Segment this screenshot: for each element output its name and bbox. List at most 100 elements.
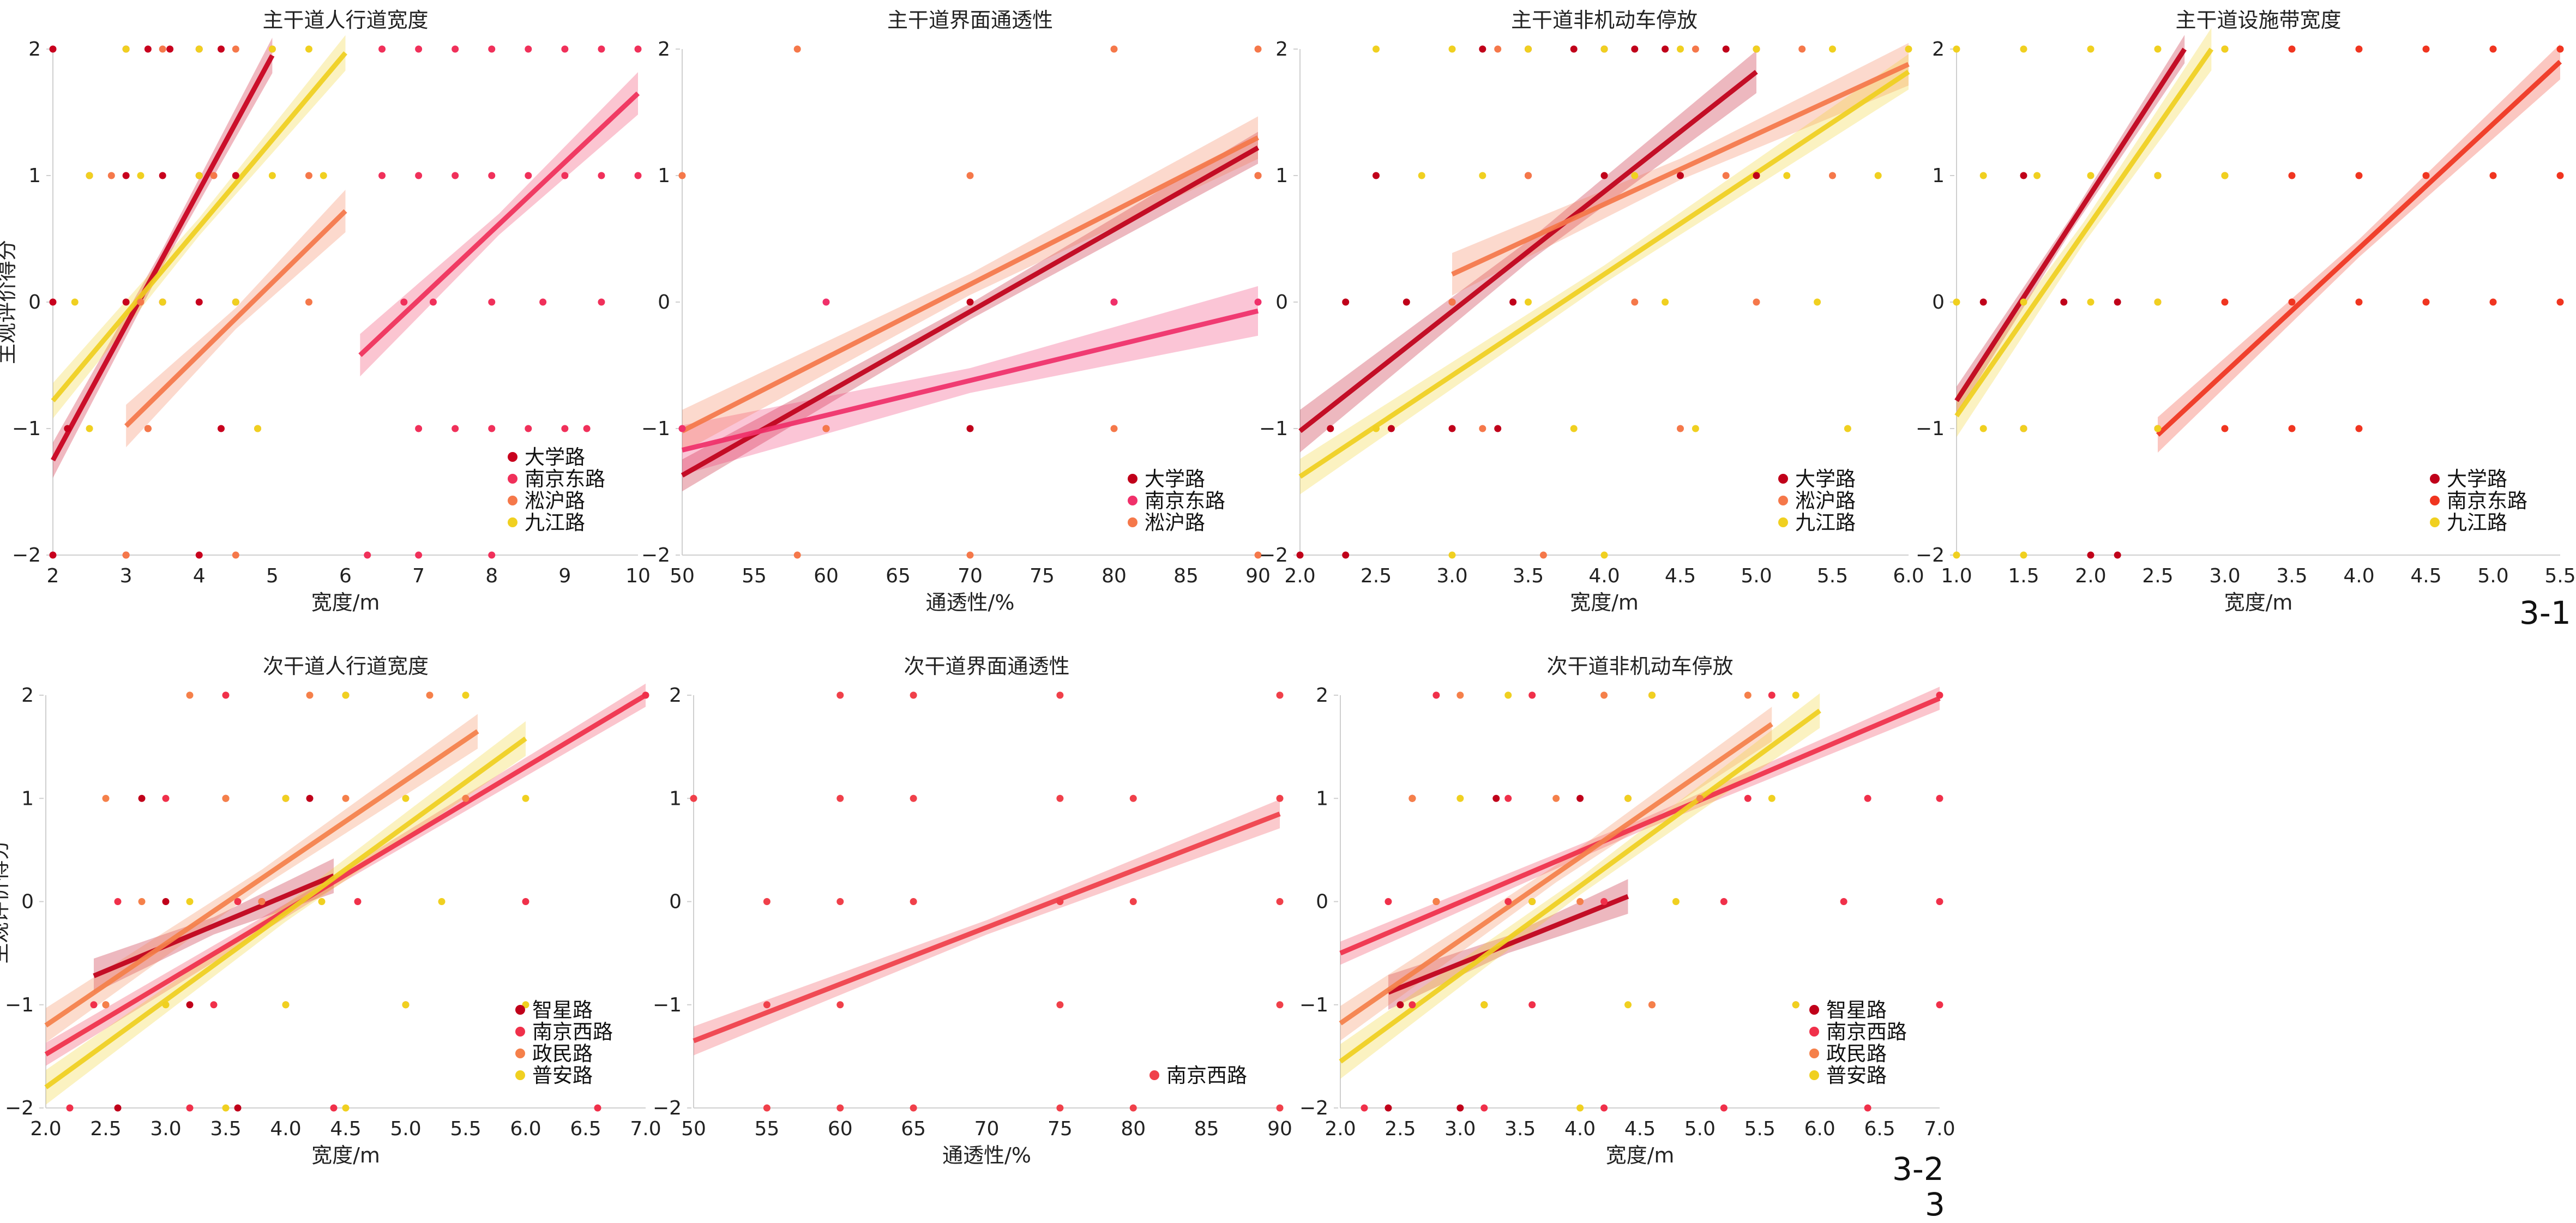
data-point xyxy=(1342,298,1350,306)
legend-label: 淞沪路 xyxy=(1795,489,1856,513)
data-point xyxy=(234,1104,242,1112)
data-point xyxy=(1110,298,1118,306)
data-point xyxy=(1403,298,1410,306)
data-point xyxy=(525,172,532,179)
x-tick-label: 85 xyxy=(1194,1118,1219,1140)
data-point xyxy=(2087,172,2094,179)
legend-marker xyxy=(1149,1070,1159,1080)
data-point xyxy=(66,1104,74,1112)
data-point xyxy=(49,551,57,559)
figure-label-3-1: 3-1 xyxy=(2519,594,2571,631)
data-point xyxy=(1576,1104,1584,1112)
data-point xyxy=(2114,551,2121,559)
data-point xyxy=(114,898,122,905)
y-tick-label: 2 xyxy=(28,38,41,61)
data-point xyxy=(107,172,115,179)
x-tick-label: 1.0 xyxy=(1941,565,1972,587)
legend-label: 淞沪路 xyxy=(525,489,585,513)
legend-label: 九江路 xyxy=(525,511,585,534)
data-point xyxy=(598,298,605,306)
data-point xyxy=(1744,691,1752,699)
data-point xyxy=(2020,298,2027,306)
x-tick-label: 4.0 xyxy=(1588,565,1620,587)
y-tick-label: −2 xyxy=(1259,544,1288,567)
x-tick-label: 60 xyxy=(828,1118,853,1140)
data-point xyxy=(2489,172,2497,179)
data-point xyxy=(1056,794,1064,802)
data-point xyxy=(232,551,239,559)
x-axis-label: 宽度/m xyxy=(1570,591,1639,614)
x-tick-label: 3.0 xyxy=(150,1118,181,1140)
x-tick-label: 3.5 xyxy=(210,1118,241,1140)
data-point xyxy=(598,45,605,53)
x-tick-label: 4.5 xyxy=(1624,1118,1656,1140)
legend-label: 大学路 xyxy=(1145,467,1205,491)
legend-marker xyxy=(515,1005,525,1015)
legend-marker xyxy=(1128,496,1137,505)
data-point xyxy=(305,298,312,306)
data-point xyxy=(210,172,218,179)
data-point xyxy=(415,45,423,53)
y-tick-label: 2 xyxy=(669,684,682,707)
data-point xyxy=(162,898,170,905)
y-tick-label: −1 xyxy=(641,418,670,440)
data-point xyxy=(217,425,225,432)
data-point xyxy=(1600,898,1608,905)
data-point xyxy=(1692,425,1699,432)
fit-line xyxy=(44,693,647,1057)
data-point xyxy=(144,425,152,432)
data-point xyxy=(583,425,591,432)
data-point xyxy=(836,898,844,905)
data-point xyxy=(1722,172,1730,179)
data-point xyxy=(462,691,470,699)
data-point xyxy=(2422,298,2430,306)
data-point xyxy=(2020,551,2027,559)
data-point xyxy=(222,794,230,802)
data-point xyxy=(114,1104,122,1112)
data-point xyxy=(1936,794,1943,802)
data-point xyxy=(910,794,917,802)
data-point xyxy=(1342,551,1350,559)
legend-label: 南京西路 xyxy=(532,1020,613,1044)
data-point xyxy=(1409,1001,1416,1009)
fit-line xyxy=(1954,47,2187,402)
chart-panel-7: 次干道非机动车停放 2.0 2.5 3.0 3.5 4.0 4.5 5.0 5.5 6.0 6.5 7… xyxy=(1299,654,1955,1167)
x-tick-label: 7.0 xyxy=(1924,1118,1955,1140)
x-tick-label: 5 xyxy=(266,565,279,587)
y-tick-label: 1 xyxy=(21,787,34,810)
data-point xyxy=(378,172,386,179)
y-tick-label: −1 xyxy=(1259,418,1288,440)
data-point xyxy=(217,45,225,53)
data-point xyxy=(966,172,974,179)
fit-line xyxy=(1339,708,1821,1064)
x-tick-label: 5.0 xyxy=(390,1118,421,1140)
data-point xyxy=(222,1104,230,1112)
x-tick-label: 3.0 xyxy=(2209,565,2240,587)
data-point xyxy=(2033,172,2041,179)
data-point xyxy=(1576,898,1584,905)
data-point xyxy=(162,1001,170,1009)
x-tick-label: 2.5 xyxy=(2142,565,2173,587)
x-tick-label: 4.5 xyxy=(2410,565,2441,587)
data-point xyxy=(1864,794,1871,802)
data-point xyxy=(415,551,423,559)
data-point xyxy=(1480,1104,1488,1112)
y-tick-label: 2 xyxy=(21,684,34,707)
data-point xyxy=(1720,898,1728,905)
data-point xyxy=(186,898,194,905)
data-point xyxy=(1662,298,1669,306)
data-point xyxy=(1456,794,1464,802)
x-tick-label: 6.0 xyxy=(1893,565,1924,587)
data-point xyxy=(1254,551,1262,559)
data-point xyxy=(306,691,314,699)
fit-line xyxy=(1387,894,1629,995)
x-axis-label: 通透性/% xyxy=(942,1143,1031,1167)
data-point xyxy=(122,298,130,306)
data-point xyxy=(1448,298,1456,306)
data-point xyxy=(86,425,93,432)
data-point xyxy=(1768,691,1775,699)
data-point xyxy=(1110,425,1118,432)
legend-marker xyxy=(1128,517,1137,527)
y-tick-label: −1 xyxy=(1299,994,1328,1016)
legend-marker xyxy=(508,474,517,484)
